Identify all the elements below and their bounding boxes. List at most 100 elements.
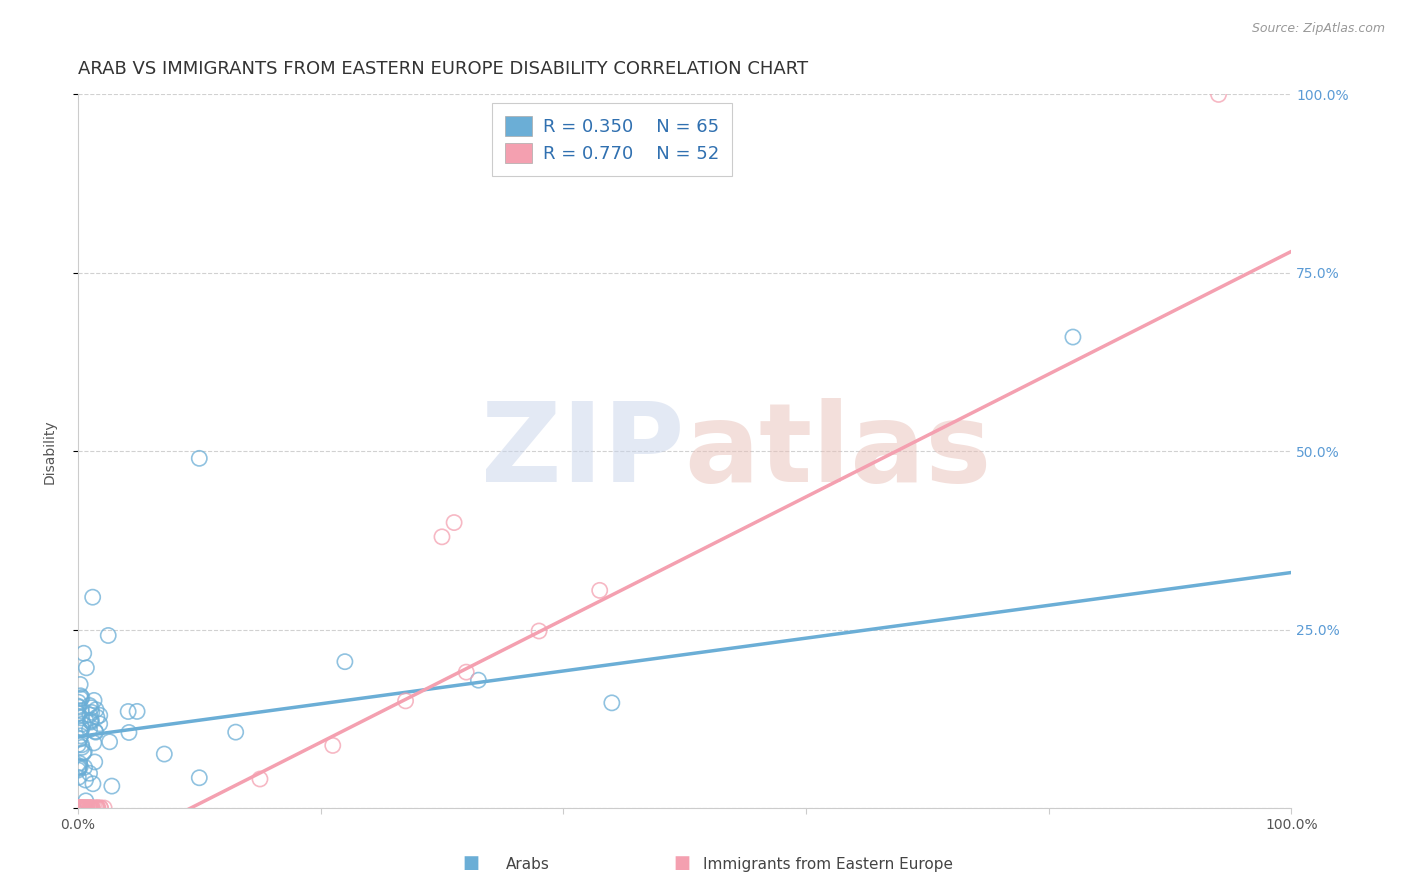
- Point: [76, 801, 98, 815]
- Point: [73, 801, 96, 815]
- Point: [225, 725, 247, 739]
- Point: [86, 801, 108, 815]
- Text: ■: ■: [673, 855, 690, 872]
- Point: [467, 673, 489, 688]
- Point: [69, 756, 91, 771]
- Point: [101, 779, 124, 793]
- Point: [127, 705, 149, 719]
- Point: [84, 725, 107, 739]
- Point: [82, 801, 104, 815]
- Point: [67, 761, 90, 775]
- Point: [69, 801, 91, 815]
- Point: [66, 801, 89, 815]
- Point: [69, 801, 91, 815]
- Point: [117, 705, 139, 719]
- Point: [87, 801, 110, 815]
- Text: ZIP: ZIP: [481, 398, 685, 505]
- Point: [70, 801, 93, 815]
- Point: [80, 714, 103, 729]
- Point: [249, 772, 271, 786]
- Point: [75, 801, 97, 815]
- Text: Arabs: Arabs: [506, 857, 550, 872]
- Point: [80, 706, 103, 720]
- Point: [79, 723, 101, 737]
- Point: [118, 725, 141, 739]
- Point: [73, 801, 96, 815]
- Point: [600, 696, 623, 710]
- Point: [70, 801, 93, 815]
- Point: [72, 746, 94, 760]
- Point: [69, 691, 91, 706]
- Point: [80, 801, 103, 815]
- Point: [83, 693, 105, 707]
- Legend: R = 0.350    N = 65, R = 0.770    N = 52: R = 0.350 N = 65, R = 0.770 N = 52: [492, 103, 731, 176]
- Point: [98, 735, 121, 749]
- Point: [67, 760, 90, 774]
- Point: [79, 708, 101, 723]
- Point: [188, 771, 211, 785]
- Point: [67, 763, 90, 777]
- Point: [70, 801, 93, 815]
- Point: [322, 739, 344, 753]
- Point: [89, 708, 111, 723]
- Point: [86, 710, 108, 724]
- Point: [84, 724, 107, 739]
- Point: [70, 722, 93, 736]
- Point: [80, 801, 103, 815]
- Point: [84, 703, 107, 717]
- Point: [76, 801, 98, 815]
- Text: atlas: atlas: [685, 398, 993, 505]
- Point: [69, 801, 91, 815]
- Point: [70, 704, 93, 718]
- Point: [83, 755, 105, 769]
- Point: [89, 716, 111, 731]
- Point: [69, 677, 91, 691]
- Point: [1062, 330, 1084, 344]
- Point: [80, 700, 103, 714]
- Point: [70, 801, 93, 815]
- Point: [75, 801, 97, 815]
- Point: [443, 516, 465, 530]
- Point: [76, 801, 98, 815]
- Point: [72, 716, 94, 731]
- Point: [82, 777, 104, 791]
- Point: [73, 801, 96, 815]
- Point: [69, 689, 91, 703]
- Point: [72, 801, 94, 815]
- Text: Source: ZipAtlas.com: Source: ZipAtlas.com: [1251, 22, 1385, 36]
- Point: [66, 699, 89, 714]
- Point: [69, 801, 91, 815]
- Point: [70, 690, 93, 705]
- Point: [70, 738, 93, 752]
- Point: [67, 801, 90, 815]
- Point: [75, 772, 97, 787]
- Point: [1208, 87, 1230, 102]
- Point: [67, 709, 90, 723]
- Text: ■: ■: [463, 855, 479, 872]
- Point: [69, 723, 91, 738]
- Point: [67, 770, 90, 784]
- Point: [80, 713, 103, 727]
- Point: [67, 801, 90, 815]
- Point: [430, 530, 453, 544]
- Y-axis label: Disability: Disability: [44, 419, 58, 483]
- Point: [87, 801, 110, 815]
- Point: [67, 700, 90, 714]
- Point: [69, 801, 91, 815]
- Point: [70, 721, 93, 735]
- Point: [67, 738, 90, 752]
- Point: [79, 801, 101, 815]
- Point: [79, 714, 101, 729]
- Point: [83, 736, 105, 750]
- Point: [75, 794, 97, 808]
- Point: [70, 801, 93, 815]
- Point: [333, 655, 356, 669]
- Point: [188, 451, 211, 466]
- Point: [97, 628, 120, 642]
- Point: [77, 801, 100, 815]
- Point: [79, 801, 101, 815]
- Point: [89, 801, 111, 815]
- Point: [70, 740, 93, 755]
- Point: [93, 801, 115, 815]
- Point: [83, 801, 105, 815]
